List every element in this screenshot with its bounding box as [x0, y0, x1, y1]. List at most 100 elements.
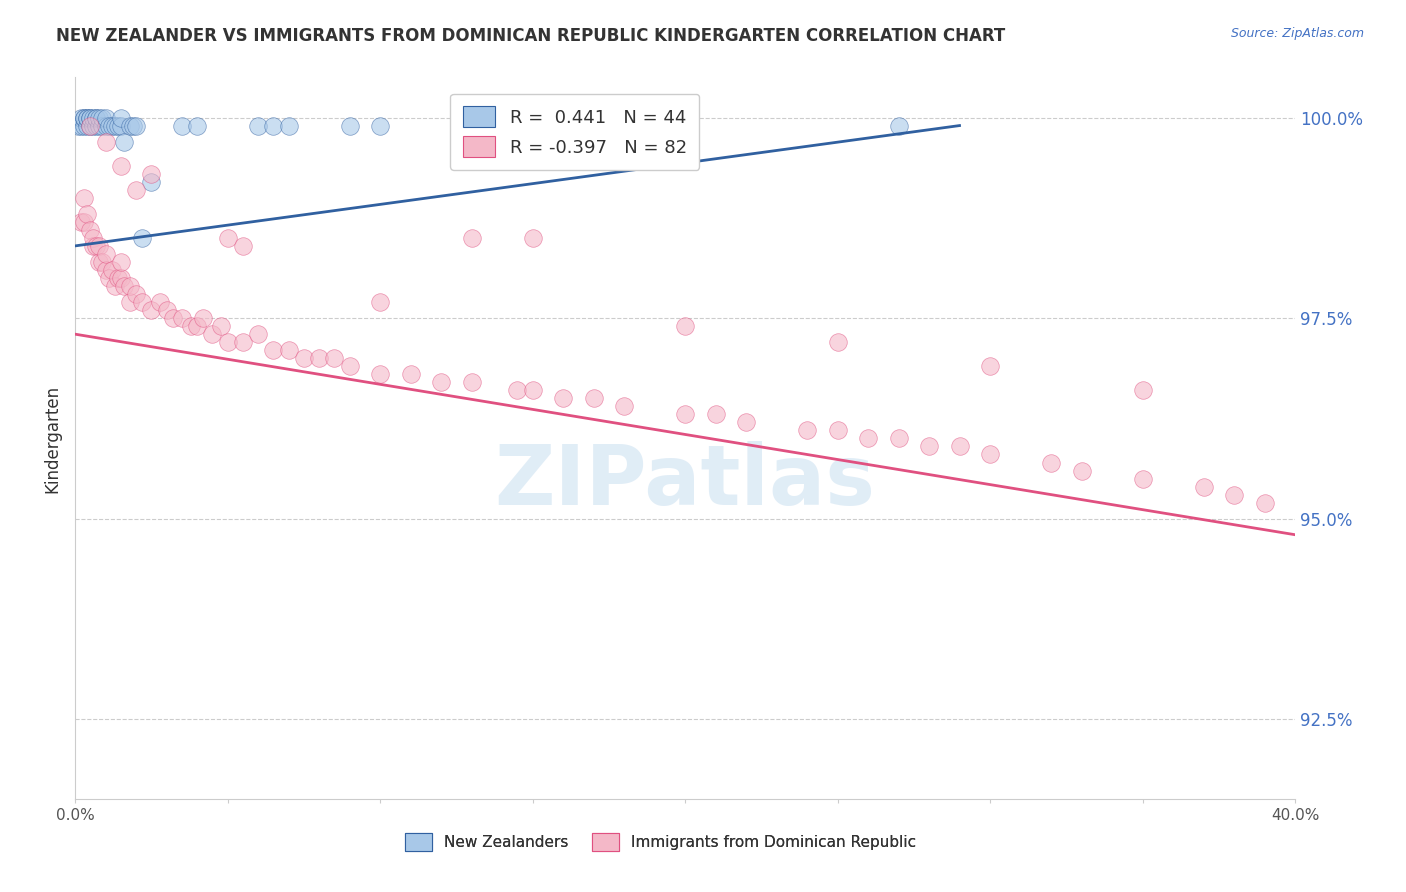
Point — [522, 119, 544, 133]
Point — [247, 327, 270, 342]
Point — [673, 319, 696, 334]
Point — [232, 335, 254, 350]
Point — [91, 255, 114, 269]
Point — [506, 384, 529, 398]
Point — [339, 359, 361, 374]
Point — [104, 119, 127, 133]
Point — [979, 359, 1001, 374]
Point — [110, 255, 132, 269]
Point — [522, 384, 544, 398]
Point — [94, 119, 117, 133]
Point — [827, 424, 849, 438]
Point — [191, 311, 214, 326]
Point — [122, 119, 145, 133]
Point — [100, 119, 122, 133]
Point — [232, 239, 254, 253]
Point — [70, 111, 93, 125]
Point — [613, 400, 636, 414]
Point — [104, 279, 127, 293]
Point — [170, 119, 193, 133]
Point — [308, 351, 330, 366]
Point — [368, 119, 391, 133]
Point — [170, 311, 193, 326]
Point — [125, 183, 148, 197]
Point — [141, 175, 163, 189]
Point — [131, 231, 153, 245]
Point — [82, 119, 104, 133]
Point — [1132, 471, 1154, 485]
Point — [97, 271, 120, 285]
Point — [1040, 456, 1063, 470]
Point — [110, 119, 132, 133]
Point — [70, 119, 93, 133]
Point — [368, 368, 391, 382]
Point — [89, 119, 111, 133]
Point — [79, 119, 101, 133]
Point — [262, 343, 284, 358]
Point — [76, 111, 98, 125]
Point — [673, 408, 696, 422]
Point — [118, 119, 141, 133]
Point — [89, 239, 111, 253]
Text: ZIPatlas: ZIPatlas — [495, 442, 876, 523]
Point — [262, 119, 284, 133]
Point — [91, 119, 114, 133]
Point — [118, 295, 141, 310]
Text: NEW ZEALANDER VS IMMIGRANTS FROM DOMINICAN REPUBLIC KINDERGARTEN CORRELATION CHA: NEW ZEALANDER VS IMMIGRANTS FROM DOMINIC… — [56, 27, 1005, 45]
Point — [110, 111, 132, 125]
Point — [217, 231, 239, 245]
Point — [141, 303, 163, 318]
Point — [1253, 495, 1275, 509]
Point — [1223, 487, 1246, 501]
Point — [186, 119, 208, 133]
Point — [94, 111, 117, 125]
Point — [735, 416, 758, 430]
Point — [399, 368, 422, 382]
Point — [277, 343, 299, 358]
Point — [918, 440, 941, 454]
Point — [79, 223, 101, 237]
Point — [827, 335, 849, 350]
Text: Source: ZipAtlas.com: Source: ZipAtlas.com — [1230, 27, 1364, 40]
Point — [217, 335, 239, 350]
Point — [107, 271, 129, 285]
Point — [131, 295, 153, 310]
Point — [162, 311, 184, 326]
Y-axis label: Kindergarten: Kindergarten — [44, 384, 60, 492]
Point — [292, 351, 315, 366]
Point — [94, 135, 117, 149]
Point — [125, 287, 148, 301]
Point — [73, 215, 96, 229]
Point — [155, 303, 177, 318]
Point — [118, 279, 141, 293]
Point — [79, 119, 101, 133]
Point — [100, 263, 122, 277]
Point — [112, 279, 135, 293]
Point — [73, 119, 96, 133]
Point — [201, 327, 224, 342]
Point — [141, 167, 163, 181]
Point — [856, 432, 879, 446]
Point — [76, 207, 98, 221]
Point — [86, 111, 108, 125]
Point — [110, 159, 132, 173]
Point — [582, 392, 605, 406]
Point — [125, 119, 148, 133]
Point — [89, 111, 111, 125]
Point — [112, 135, 135, 149]
Point — [76, 111, 98, 125]
Point — [180, 319, 202, 334]
Point — [460, 231, 482, 245]
Point — [186, 319, 208, 334]
Point — [94, 263, 117, 277]
Point — [73, 111, 96, 125]
Point — [79, 111, 101, 125]
Point — [97, 119, 120, 133]
Point — [209, 319, 232, 334]
Point — [979, 448, 1001, 462]
Point — [82, 239, 104, 253]
Point — [1070, 464, 1092, 478]
Point — [79, 111, 101, 125]
Point — [73, 191, 96, 205]
Point — [323, 351, 346, 366]
